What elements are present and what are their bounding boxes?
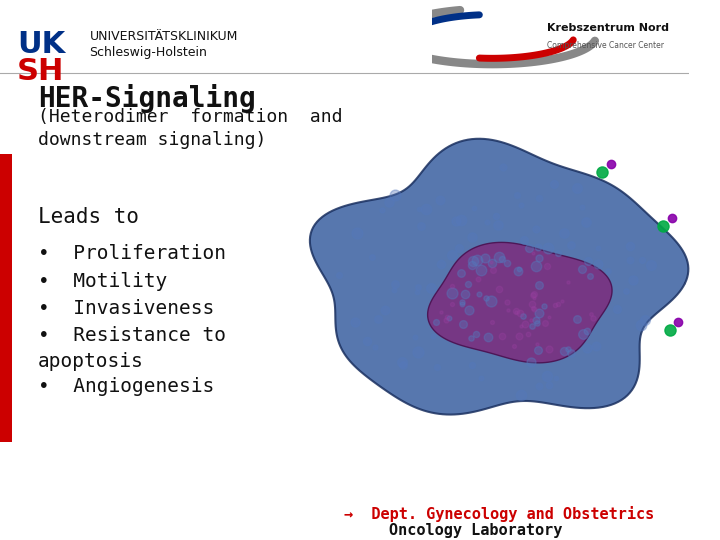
Polygon shape [310, 139, 688, 415]
Text: •  Angiogenesis: • Angiogenesis [38, 377, 214, 396]
Text: •  Motility: • Motility [38, 272, 167, 291]
Text: SH: SH [17, 57, 65, 85]
Text: •  Invasiveness: • Invasiveness [38, 299, 214, 318]
Text: Schleswig-Holstein: Schleswig-Holstein [89, 46, 207, 59]
Text: UNIVERSITÄTSKLINIKUM: UNIVERSITÄTSKLINIKUM [89, 30, 238, 43]
Text: UK: UK [17, 30, 66, 59]
Text: •  Resistance to
apoptosis: • Resistance to apoptosis [38, 326, 226, 372]
Text: •  Proliferation: • Proliferation [38, 244, 226, 262]
FancyBboxPatch shape [0, 153, 12, 442]
Text: Leads to: Leads to [38, 207, 139, 227]
Text: Oncology Laboratory: Oncology Laboratory [389, 523, 562, 538]
Polygon shape [428, 242, 612, 363]
Text: →  Dept. Gynecology and Obstetrics: → Dept. Gynecology and Obstetrics [344, 507, 654, 523]
Text: Comprehensive Cancer Center: Comprehensive Cancer Center [547, 40, 664, 50]
Text: (Heterodimer  formation  and
downstream signaling): (Heterodimer formation and downstream si… [38, 108, 343, 150]
Text: HER-Signaling: HER-Signaling [38, 84, 256, 112]
Text: Krebszentrum Nord: Krebszentrum Nord [547, 23, 669, 33]
